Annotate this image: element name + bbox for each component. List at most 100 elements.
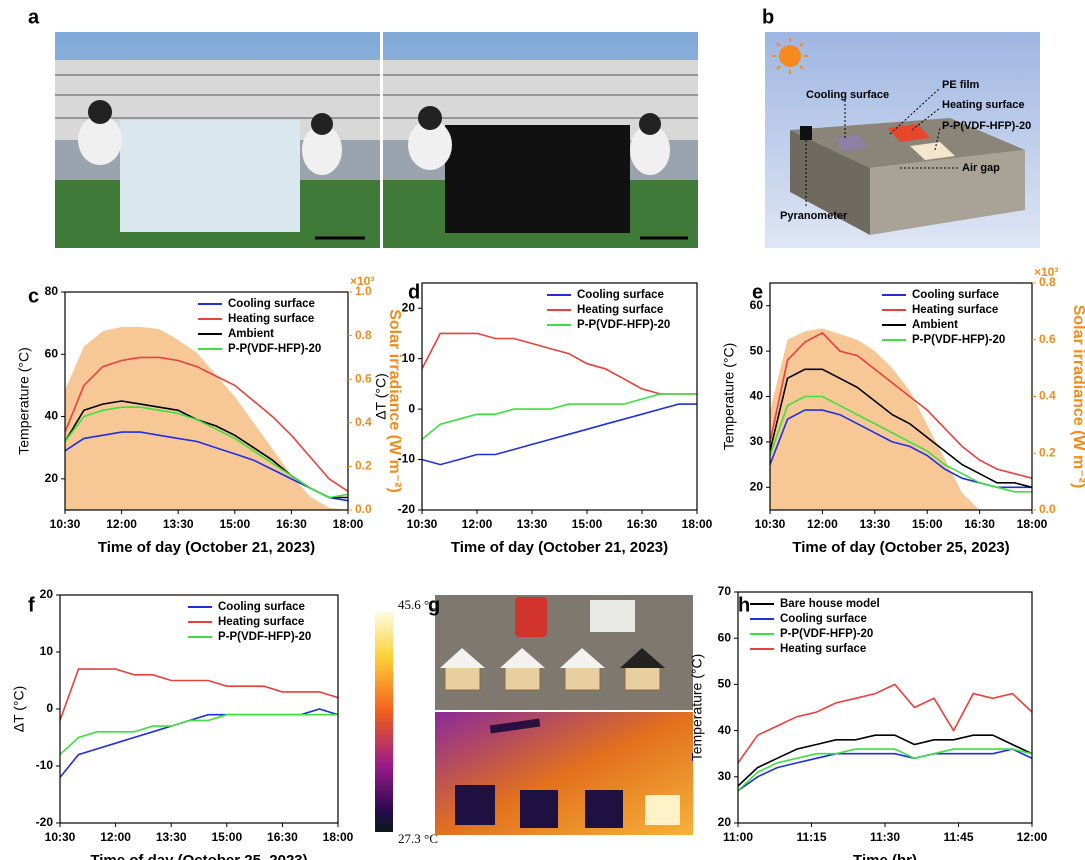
plot-area [60,669,338,777]
x-tick-label: 10:30 [407,517,438,531]
y-tick-label: 20 [40,587,54,601]
label-ppvdf: P-P(VDF-HFP)-20 [942,120,1031,132]
x-tick-label: 11:45 [943,830,973,844]
label-pe-film: PE film [942,79,980,91]
y2-tick-label: 0.2 [1039,445,1056,459]
plot-frame [738,592,1032,823]
panel-label: b [762,6,774,28]
x-tick-label: 18:00 [333,517,364,531]
x-tick-label: 11:15 [796,830,826,844]
x-tick-label: 13:30 [163,517,194,531]
y-tick-label: 40 [718,723,732,737]
x-tick-label: 11:30 [870,830,900,844]
x-tick-label: 13:30 [517,517,548,531]
x-tick-label: 10:30 [45,830,76,844]
x-tick-label: 15:00 [219,517,250,531]
x-tick-label: 12:00 [807,517,838,531]
x-tick-label: 16:30 [276,517,307,531]
legend-label: P-P(VDF-HFP)-20 [228,343,321,355]
y2-tick-label: 0.4 [1039,389,1056,403]
panel-label: g [428,594,440,616]
legend-label: Heating surface [218,616,304,628]
y-tick-label: 0 [46,701,53,715]
x-tick-label: 12:00 [100,830,131,844]
x-tick-label: 13:30 [859,517,890,531]
figure: Cooling surface PE film Heating surface … [0,0,1085,860]
thermal-panel: 45.6 °C 27.3 °C [375,595,693,846]
x-tick-label: 15:00 [912,517,943,531]
plot-frame [422,283,697,510]
x-tick-label: 16:30 [627,517,658,531]
y2-multiplier: ×10³ [350,274,374,288]
y2-title: Solar irradiance (W m⁻²) [1070,305,1085,489]
y-tick-label: 40 [750,389,764,403]
plot-area [422,333,697,464]
y-tick-label: 20 [45,471,59,485]
label-air-gap: Air gap [962,162,1000,174]
legend-label: Heating surface [780,643,866,655]
x-tick-label: 10:30 [755,517,786,531]
y-tick-label: 20 [718,815,732,829]
series-line [422,333,697,394]
panel-label: a [28,6,40,28]
x-title: Time (hr) [853,852,917,860]
y-tick-label: 20 [402,300,416,314]
y2-tick-label: 0.6 [1039,332,1056,346]
legend-label: P-P(VDF-HFP)-20 [577,319,670,331]
x-tick-label: 16:30 [964,517,995,531]
y-title: Temperature (°C) [721,343,737,451]
series-line [738,684,1032,763]
x-title: Time of day (October 25, 2023) [792,539,1009,556]
legend-label: Heating surface [577,304,663,316]
series-line [422,394,697,439]
colorbar-min: 27.3 °C [398,831,438,846]
legend-label: P-P(VDF-HFP)-20 [218,631,311,643]
x-tick-label: 13:30 [156,830,187,844]
y2-tick-label: 0.8 [355,328,372,342]
x-title: Time of day (October 21, 2023) [98,539,315,556]
plot-area [770,328,1032,510]
y-tick-label: -10 [36,758,54,772]
y-tick-label: 0 [408,401,415,415]
photo-black-film [383,32,698,248]
y-tick-label: 60 [718,630,732,644]
legend-label: Ambient [912,319,958,331]
y2-tick-label: 0.6 [355,371,372,385]
legend-label: Cooling surface [228,298,315,310]
panel-label: h [738,594,750,616]
label-cooling: Cooling surface [806,89,889,101]
x-tick-label: 18:00 [682,517,713,531]
y-tick-label: 30 [750,434,764,448]
y2-tick-label: 0.0 [1039,502,1056,516]
y-tick-label: 30 [718,769,732,783]
series-line [422,404,697,465]
y-tick-label: -10 [398,452,416,466]
y-title: ΔT (°C) [11,686,27,733]
y-tick-label: -20 [398,502,416,516]
legend-label: Cooling surface [912,289,999,301]
legend-label: Cooling surface [577,289,664,301]
label-pyranometer: Pyranometer [780,210,848,222]
x-tick-label: 15:00 [572,517,603,531]
y-tick-label: 60 [750,298,764,312]
y2-multiplier: ×10³ [1034,265,1058,279]
y-tick-label: 10 [40,644,54,658]
x-tick-label: 16:30 [267,830,298,844]
legend-label: Cooling surface [780,613,867,625]
y-tick-label: 20 [750,479,764,493]
y2-tick-label: 0.2 [355,459,372,473]
x-tick-label: 15:00 [211,830,242,844]
legend-label: P-P(VDF-HFP)-20 [912,334,1005,346]
legend-label: P-P(VDF-HFP)-20 [780,628,873,640]
y-tick-label: 50 [718,677,732,691]
y-tick-label: 60 [45,346,59,360]
photo-white-film [55,32,380,248]
x-tick-label: 18:00 [323,830,354,844]
y-tick-label: 10 [402,351,416,365]
x-tick-label: 10:30 [50,517,81,531]
y-title: Temperature (°C) [689,654,705,762]
legend-label: Cooling surface [218,601,305,613]
schematic: Cooling surface PE film Heating surface … [765,32,1040,248]
panel-label: c [28,285,39,307]
series-line [60,709,338,777]
